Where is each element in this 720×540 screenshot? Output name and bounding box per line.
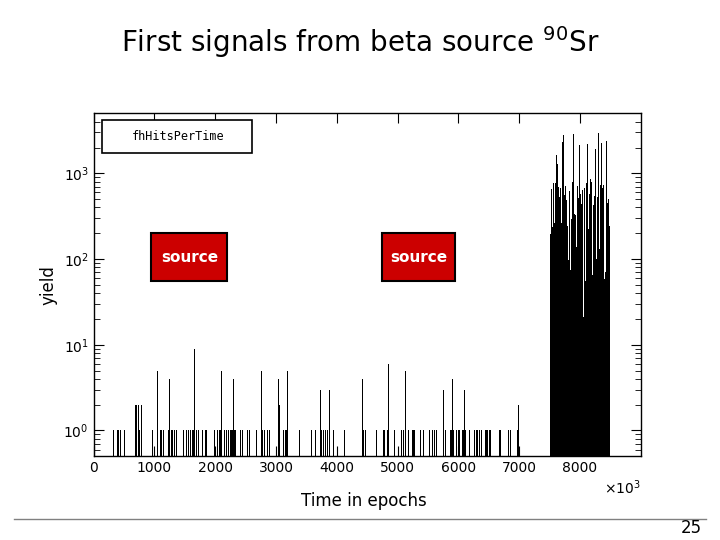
Text: source: source [161,250,218,265]
Text: $\times10^3$: $\times10^3$ [604,478,641,497]
Text: source: source [390,250,447,265]
Text: Time in epochs: Time in epochs [301,492,426,510]
FancyBboxPatch shape [102,120,252,153]
Text: 25: 25 [681,519,702,537]
Y-axis label: yield: yield [40,265,58,305]
Text: First signals from beta source $^{90}$Sr: First signals from beta source $^{90}$Sr [121,24,599,60]
Bar [151,233,228,281]
Bar [382,233,455,281]
Text: fhHitsPerTime: fhHitsPerTime [132,130,225,143]
